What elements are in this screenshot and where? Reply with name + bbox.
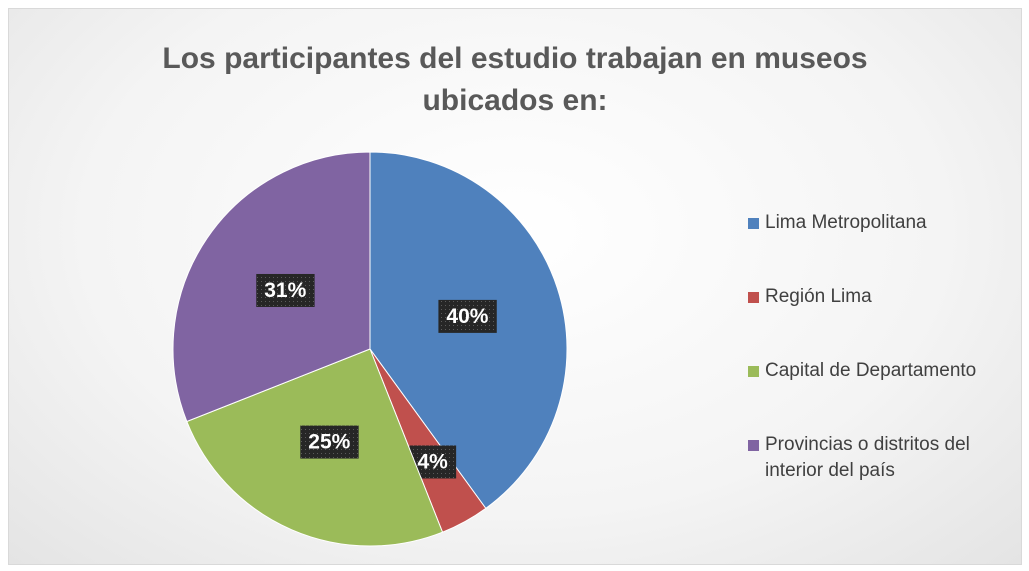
legend-item: Capital de Departamento — [748, 358, 1018, 432]
legend-label: Provincias o distritos del interior del … — [765, 434, 970, 481]
legend-key — [748, 218, 759, 229]
data-label-text: 31% — [264, 279, 306, 302]
legend-item: Región Lima — [748, 284, 1018, 358]
legend-key — [748, 440, 759, 451]
data-label-box — [438, 299, 497, 333]
legend-label: Capital de Departamento — [765, 360, 977, 381]
legend: Lima Metropolitana Región Lima Capital de … — [748, 210, 1018, 506]
data-label-box — [256, 273, 315, 307]
legend-item: Lima Metropolitana — [748, 210, 1018, 284]
legend-key — [748, 292, 759, 303]
data-label: 25% — [300, 425, 359, 459]
chart-title: Los participantes del estudio trabajan e… — [162, 42, 868, 117]
data-label-text: 4% — [417, 450, 448, 473]
data-label-box — [300, 425, 359, 459]
legend-label: Lima Metropolitana — [765, 212, 927, 233]
data-label-text: 25% — [308, 431, 350, 454]
data-label-text: 40% — [446, 305, 488, 328]
legend-item: Provincias o distritos del interior del … — [748, 432, 1018, 506]
legend-key — [748, 366, 759, 377]
data-label: 40% — [438, 299, 497, 333]
legend-label: Región Lima — [765, 286, 872, 307]
data-label: 31% — [256, 273, 315, 307]
